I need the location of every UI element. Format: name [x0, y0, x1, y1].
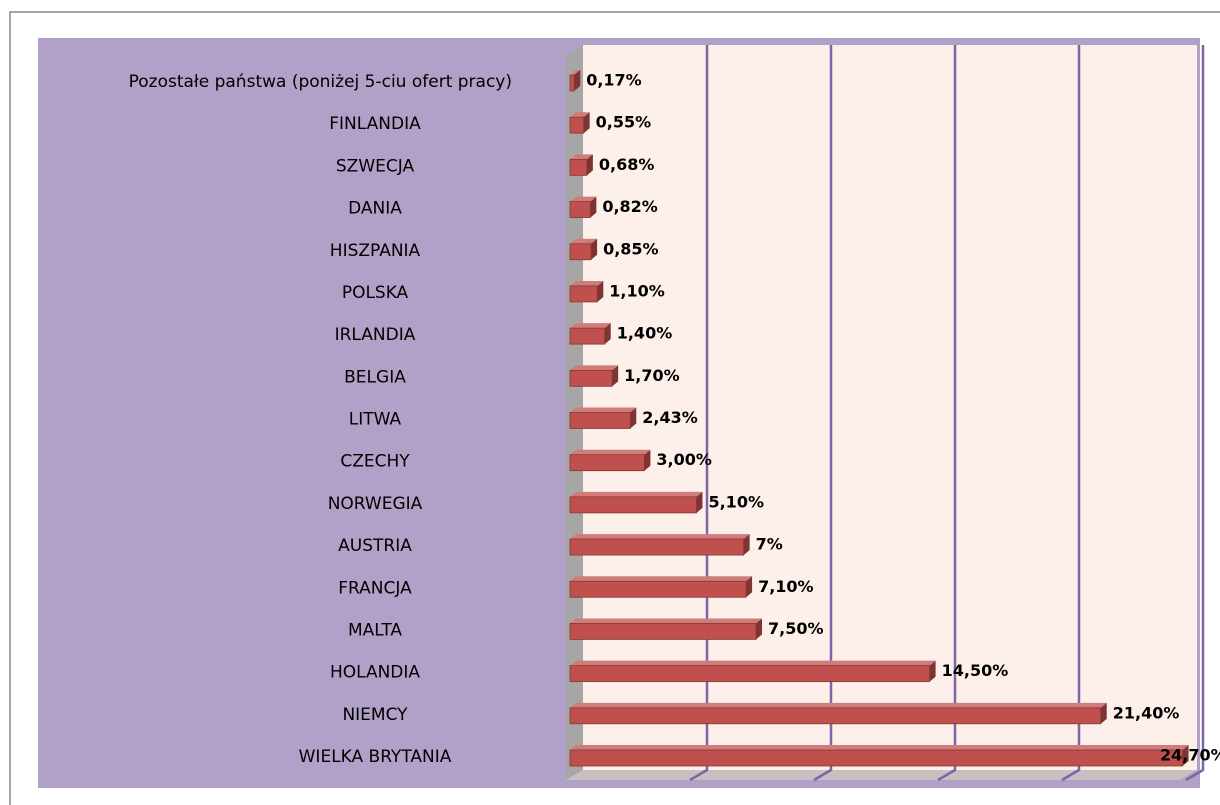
bar-top: [570, 112, 590, 118]
bar-top: [570, 618, 762, 624]
bar: [569, 580, 747, 598]
data-label: 21,40%: [1113, 703, 1180, 722]
bar-side: [574, 70, 581, 91]
bar-side: [756, 618, 762, 640]
bar-side: [644, 449, 651, 471]
y-tick-label: POLSKA: [342, 283, 409, 303]
bar-side: [746, 576, 753, 598]
bar-top: [570, 238, 598, 244]
y-tick-label: IRLANDIA: [335, 325, 416, 345]
bar: [569, 243, 592, 261]
bar: [569, 116, 585, 134]
bar: [569, 623, 757, 640]
data-label: 2,43%: [642, 408, 698, 427]
y-tick-label: DANIA: [348, 199, 402, 219]
bar: [569, 327, 606, 345]
y-tick-label: BELGIA: [344, 367, 406, 387]
y-tick-label: NIEMCY: [342, 705, 408, 725]
data-label: 7,50%: [768, 619, 824, 638]
data-label: 0,55%: [596, 113, 652, 132]
bar-top: [570, 407, 637, 413]
bar-top: [570, 70, 581, 75]
y-tick-label: HISZPANIA: [330, 241, 421, 261]
bars: Pozostałe państwa (poniżej 5-ciu ofert p…: [129, 70, 1220, 767]
bar-top: [570, 660, 936, 666]
bar-side: [743, 534, 750, 556]
bar-top: [570, 491, 703, 497]
grid-line: [1061, 45, 1081, 782]
grid: [689, 45, 1205, 782]
bar-side: [591, 238, 598, 260]
bar-side: [590, 196, 597, 218]
data-label: 1,10%: [609, 281, 665, 300]
grid-line: [813, 45, 833, 782]
bar-top: [570, 196, 597, 202]
y-tick-label: CZECHY: [340, 452, 410, 472]
data-label: 1,40%: [617, 324, 673, 343]
bar-top: [570, 702, 1107, 708]
bar-side: [597, 280, 604, 302]
bar: [569, 707, 1102, 725]
grid-line: [689, 45, 709, 782]
bar-side: [612, 365, 619, 387]
y-tick-label: LITWA: [349, 410, 402, 430]
data-label: 0,82%: [602, 197, 658, 216]
bar-side: [929, 660, 936, 682]
data-label: 24,70%: [1160, 746, 1220, 765]
y-tick-label: HOLANDIA: [330, 663, 420, 683]
bar-side: [604, 323, 611, 345]
bar: [569, 158, 588, 176]
bar: [569, 369, 613, 387]
bar-top: [570, 365, 619, 371]
bar: [569, 749, 1183, 767]
bar-side: [630, 407, 637, 429]
grid-line: [937, 45, 957, 782]
bar-side: [696, 491, 703, 513]
bar: [569, 201, 591, 218]
data-label: 0,85%: [603, 239, 659, 258]
data-label: 0,17%: [586, 71, 642, 90]
data-label: 3,00%: [656, 450, 712, 469]
bar-top: [570, 154, 593, 160]
data-label: 5,10%: [708, 492, 764, 511]
bar: [569, 454, 645, 472]
floor: [566, 770, 1197, 780]
bar-side: [1100, 702, 1107, 724]
bar: [569, 665, 931, 683]
grid-line: [1185, 45, 1205, 782]
bar: [569, 74, 575, 92]
y-tick-label: WIELKA BRYTANIA: [299, 747, 452, 767]
y-tick-label: SZWECJA: [336, 156, 415, 176]
bar-top: [570, 745, 1189, 750]
bar: [569, 496, 697, 514]
bar: [569, 538, 745, 556]
bar-top: [570, 280, 604, 286]
bar: [569, 412, 631, 429]
bar-side: [1182, 745, 1189, 766]
bar-top: [570, 576, 753, 582]
y-tick-label: NORWEGIA: [328, 494, 423, 514]
y-tick-label: FINLANDIA: [329, 114, 421, 134]
y-tick-label: FRANCJA: [338, 578, 412, 598]
bar-top: [570, 323, 611, 329]
bar-top: [570, 449, 651, 455]
bar-side: [586, 154, 593, 176]
y-tick-label: Pozostałe państwa (poniżej 5-ciu ofert p…: [129, 72, 512, 92]
y-tick-label: MALTA: [348, 620, 402, 640]
data-label: 7,10%: [758, 577, 814, 596]
y-tick-label: AUSTRIA: [338, 536, 412, 556]
data-label: 14,50%: [942, 661, 1009, 680]
bar-top: [570, 534, 750, 540]
data-label: 1,70%: [624, 366, 680, 385]
data-label: 0,68%: [599, 155, 655, 174]
bar: [569, 285, 598, 303]
data-label: 7%: [756, 535, 783, 554]
bar-side: [583, 112, 590, 134]
